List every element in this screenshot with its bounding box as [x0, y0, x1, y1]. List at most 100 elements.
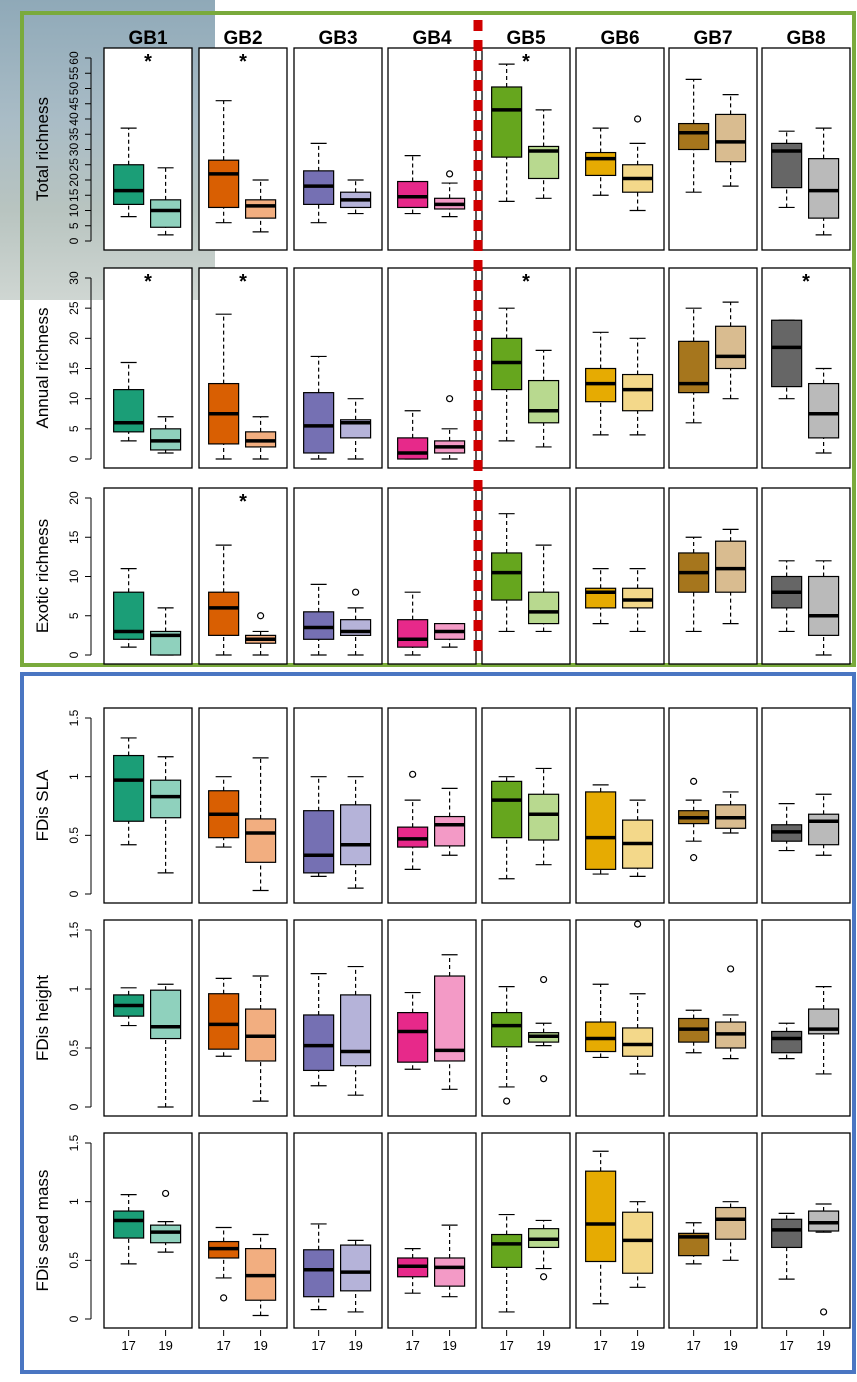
outlier-point — [819, 1308, 828, 1316]
y-tick-label-0: 40 — [67, 112, 81, 126]
box-gb4-19 — [434, 975, 466, 1062]
box-gb1-17 — [113, 1210, 145, 1239]
box-gb8-19 — [807, 1210, 840, 1232]
box-gb2-19 — [245, 818, 277, 863]
box-gb8-19 — [807, 158, 840, 219]
ylabel-panel-1: Annual richness — [33, 308, 52, 429]
box-gb1-17 — [113, 164, 145, 206]
panel-frame-gb2 — [198, 1132, 288, 1329]
y-tick-label-2: 10 — [67, 570, 81, 584]
box-gb5-19 — [527, 793, 560, 841]
box-gb3-17 — [303, 1014, 335, 1072]
outlier-point — [446, 395, 454, 403]
site-label-gb8: GB8 — [786, 28, 825, 49]
box-gb5-17 — [491, 780, 523, 839]
ylabel-panel-5: FDis seed mass — [33, 1170, 52, 1292]
box-gb3-17 — [303, 611, 335, 640]
box-gb8-17 — [771, 1218, 803, 1249]
box-gb4-17 — [397, 1011, 429, 1063]
site-label-gb2: GB2 — [223, 28, 262, 49]
x-tick-label-year: 17 — [499, 1338, 513, 1353]
x-tick-label-year: 17 — [121, 1338, 135, 1353]
panel-frame-gb4 — [387, 707, 477, 904]
box-gb6-17 — [585, 1170, 617, 1263]
panel-frame-gb6 — [575, 919, 665, 1117]
panel-frame-gb8 — [761, 707, 851, 904]
panel-frame-gb6 — [575, 487, 665, 665]
outlier-point — [633, 115, 642, 123]
y-tick-label-0: 60 — [67, 51, 81, 65]
y-tick-label-0: 15 — [67, 188, 81, 202]
box-gb4-17 — [397, 180, 429, 209]
box-gb3-19 — [340, 1244, 372, 1292]
outlier-point — [690, 777, 698, 785]
y-tick-label-1: 30 — [67, 271, 81, 285]
box-gb1-17 — [113, 389, 145, 433]
significance-star: * — [522, 271, 530, 293]
x-tick-label-year: 17 — [686, 1338, 700, 1353]
y-tick-label-1: 0 — [67, 455, 81, 462]
box-gb7-17 — [678, 1232, 710, 1257]
x-tick-label-year: 19 — [816, 1338, 830, 1353]
site-label-gb4: GB4 — [412, 28, 452, 49]
y-tick-label-0: 35 — [67, 127, 81, 141]
site-label-gb5: GB5 — [506, 28, 546, 49]
box-gb2-17 — [208, 993, 240, 1050]
site-label-gb6: GB6 — [600, 28, 639, 49]
box-gb7-19 — [714, 113, 747, 163]
box-gb2-17 — [208, 591, 240, 636]
y-tick-label-0: 55 — [67, 66, 81, 80]
y-tick-label-5: 0.5 — [67, 1252, 81, 1269]
y-tick-label-1: 25 — [67, 301, 81, 315]
outlier-point — [503, 1097, 511, 1105]
outlier-point — [539, 975, 548, 984]
significance-star: * — [802, 271, 810, 293]
box-gb4-17 — [397, 437, 429, 460]
box-gb2-17 — [208, 159, 240, 209]
box-gb5-17 — [491, 1233, 523, 1268]
outlier-point — [162, 1189, 170, 1198]
significance-star: * — [522, 51, 530, 73]
ylabel-panel-4: FDis height — [33, 975, 52, 1061]
y-tick-label-3: 1 — [67, 773, 81, 780]
ylabel-panel-2: Exotic richness — [33, 519, 52, 633]
y-tick-label-1: 15 — [67, 362, 81, 376]
x-tick-label-year: 17 — [216, 1338, 230, 1353]
box-gb6-19 — [621, 1211, 654, 1274]
functional-group-frame — [20, 672, 856, 1374]
x-tick-label-year: 19 — [723, 1338, 737, 1353]
y-tick-label-0: 30 — [67, 143, 81, 157]
outlier-point — [220, 1294, 228, 1302]
x-tick-label-year: 19 — [630, 1338, 644, 1353]
significance-star: * — [144, 271, 152, 293]
site-label-gb7: GB7 — [693, 28, 732, 49]
panel-frame-gb4 — [387, 267, 477, 469]
box-gb1-19 — [150, 630, 182, 656]
y-tick-label-4: 0 — [67, 1103, 81, 1110]
outlier-point — [257, 612, 265, 620]
x-tick-label-year: 19 — [442, 1338, 456, 1353]
x-tick-label-year: 17 — [779, 1338, 793, 1353]
box-gb7-19 — [714, 540, 747, 593]
y-tick-label-2: 0 — [67, 651, 81, 658]
box-gb6-19 — [621, 1027, 654, 1057]
x-tick-label-year: 19 — [536, 1338, 550, 1353]
box-gb5-17 — [491, 552, 523, 601]
box-gb7-19 — [714, 325, 747, 370]
box-gb5-17 — [491, 1011, 523, 1048]
panel-frame-gb6 — [575, 47, 665, 251]
box-gb1-19 — [150, 1224, 182, 1244]
box-gb6-17 — [585, 791, 617, 870]
box-gb8-17 — [771, 1030, 803, 1054]
y-tick-label-1: 20 — [67, 331, 81, 345]
y-tick-label-2: 20 — [67, 491, 81, 505]
box-gb3-17 — [303, 1249, 335, 1298]
box-gb1-19 — [150, 989, 182, 1040]
box-gb3-19 — [340, 804, 372, 866]
y-tick-label-4: 1.5 — [67, 921, 81, 938]
outlier-point — [690, 854, 698, 862]
box-gb4-17 — [397, 826, 429, 848]
box-gb5-19 — [527, 379, 560, 424]
box-gb3-17 — [303, 810, 335, 874]
y-tick-label-0: 50 — [67, 82, 81, 96]
